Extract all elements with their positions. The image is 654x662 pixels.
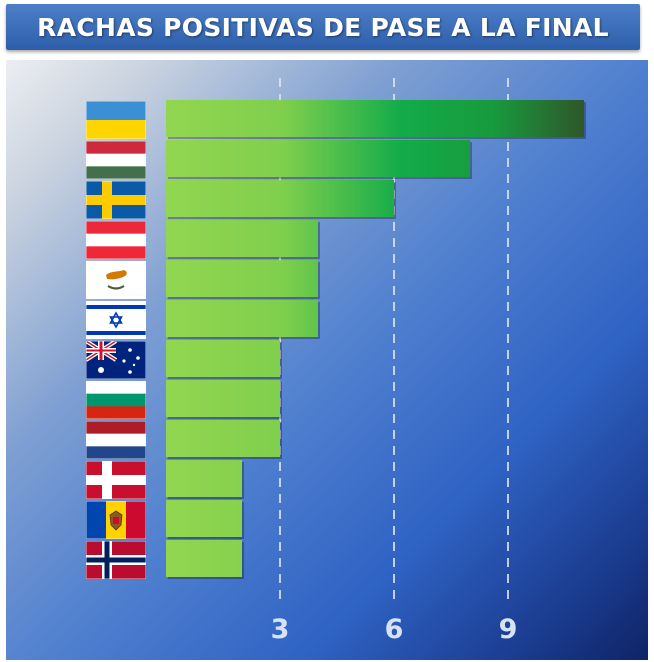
denmark-flag-icon — [86, 461, 146, 499]
bar-cyprus — [166, 260, 318, 297]
title-banner: RACHAS POSITIVAS DE PASE A LA FINAL — [6, 4, 640, 50]
x-tick-labels: 3 6 9 — [271, 614, 518, 645]
bar-australia — [166, 340, 280, 377]
bar-austria — [166, 220, 318, 257]
netherlands-flag-icon — [86, 421, 146, 459]
bar-denmark — [166, 460, 242, 497]
x-tick-label: 3 — [271, 614, 290, 645]
plot-area: 3 6 9 — [6, 60, 648, 660]
norway-flag-icon — [86, 541, 146, 579]
israel-flag-icon — [86, 301, 146, 339]
sweden-flag-icon — [86, 181, 146, 219]
bar-bulgaria — [166, 380, 280, 417]
austria-flag-icon — [86, 221, 146, 259]
cyprus-flag-icon — [86, 261, 146, 299]
x-tick-label: 9 — [499, 614, 518, 645]
bar-moldova — [166, 500, 242, 537]
flags — [86, 101, 146, 579]
bar-norway — [166, 540, 242, 577]
bulgaria-flag-icon — [86, 381, 146, 419]
bar-israel — [166, 300, 318, 337]
bar-netherlands — [166, 420, 280, 457]
ukraine-flag-icon — [86, 101, 146, 139]
chart-title: RACHAS POSITIVAS DE PASE A LA FINAL — [37, 12, 609, 42]
bar-ukraine — [166, 100, 584, 137]
bars — [166, 100, 586, 579]
bar-hungary — [166, 140, 470, 177]
australia-flag-icon — [86, 341, 146, 379]
bar-sweden — [166, 180, 394, 217]
bar-chart: 3 6 9 — [86, 78, 586, 645]
x-tick-label: 6 — [385, 614, 404, 645]
moldova-flag-icon — [86, 501, 146, 539]
hungary-flag-icon — [86, 141, 146, 179]
